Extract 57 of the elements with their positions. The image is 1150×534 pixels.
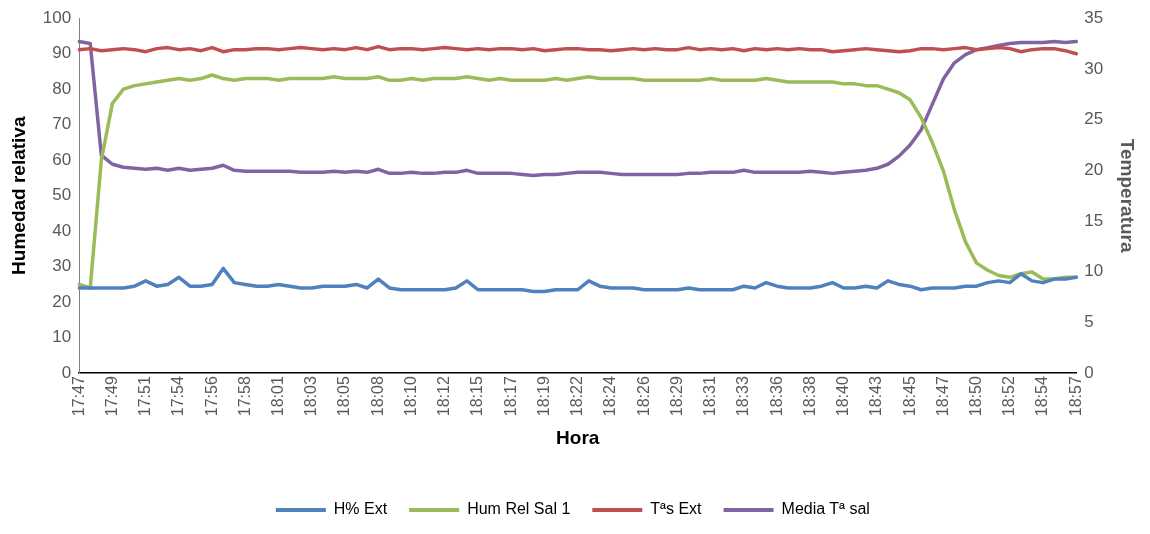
- y-tick-label: 30: [52, 256, 72, 276]
- y-axis-title: Humedad relativa: [7, 116, 29, 275]
- y-tick-label: 10: [52, 327, 72, 347]
- y2-tick-label: 15: [1084, 210, 1104, 230]
- x-tick-label: 18:33: [734, 376, 752, 417]
- x-tick-label: 18:47: [933, 376, 951, 417]
- y2-tick-label: 25: [1084, 109, 1104, 129]
- y2-tick-label: 0: [1084, 362, 1094, 382]
- x-tick-label: 18:22: [568, 376, 586, 417]
- x-tick-label: 18:50: [966, 376, 984, 417]
- x-tick-label: 18:38: [800, 376, 818, 417]
- y2-tick-label: 10: [1084, 261, 1104, 281]
- x-tick-label: 18:31: [701, 376, 719, 417]
- x-tick-label: 18:57: [1066, 376, 1084, 417]
- y-tick-label: 80: [52, 78, 72, 98]
- x-tick-label: 17:54: [169, 376, 187, 417]
- x-tick-label: 18:43: [867, 376, 885, 417]
- x-tick-label: 18:12: [435, 376, 453, 417]
- x-tick-label: 17:47: [69, 376, 87, 417]
- x-tick-label: 18:45: [900, 376, 918, 417]
- x-tick-label: 17:51: [136, 376, 154, 417]
- x-tick-label: 18:54: [1033, 376, 1051, 417]
- x-tick-label: 18:29: [667, 376, 685, 417]
- y-tick-label: 100: [42, 7, 72, 27]
- y2-tick-label: 35: [1084, 7, 1104, 27]
- x-tick-label: 18:05: [335, 376, 353, 417]
- legend-label: H% Ext: [333, 500, 388, 518]
- x-tick-label: 18:19: [534, 376, 552, 417]
- x-tick-label: 18:52: [1000, 376, 1018, 417]
- x-tick-label: 18:17: [501, 376, 519, 417]
- legend-label: Tªs Ext: [650, 500, 703, 518]
- x-tick-label: 17:49: [102, 376, 120, 417]
- x-tick-label: 18:24: [601, 376, 619, 417]
- legend-label: Media Tª sal: [781, 500, 870, 518]
- x-axis-title: Hora: [556, 426, 600, 448]
- x-tick-label: 17:58: [235, 376, 253, 417]
- y2-tick-label: 20: [1084, 160, 1104, 180]
- legend-label: Hum Rel Sal 1: [467, 500, 571, 518]
- x-tick-label: 18:26: [634, 376, 652, 417]
- y-tick-label: 20: [52, 291, 72, 311]
- y-tick-label: 90: [52, 43, 72, 63]
- y2-tick-label: 30: [1084, 58, 1104, 78]
- y2-tick-label: 5: [1084, 312, 1094, 332]
- x-tick-label: 18:40: [834, 376, 852, 417]
- y-tick-label: 40: [52, 220, 72, 240]
- x-tick-label: 18:03: [302, 376, 320, 417]
- x-tick-label: 18:08: [368, 376, 386, 417]
- x-tick-label: 18:36: [767, 376, 785, 417]
- x-tick-label: 18:01: [269, 376, 286, 417]
- y-tick-label: 50: [52, 185, 72, 205]
- x-tick-label: 18:15: [468, 376, 486, 417]
- x-tick-label: 18:10: [401, 376, 419, 417]
- y-tick-label: 60: [52, 149, 72, 169]
- x-tick-label: 17:56: [202, 376, 220, 417]
- y-tick-label: 0: [61, 362, 72, 382]
- y2-axis-title: Temperatura: [1117, 138, 1139, 253]
- y-tick-label: 70: [52, 114, 72, 134]
